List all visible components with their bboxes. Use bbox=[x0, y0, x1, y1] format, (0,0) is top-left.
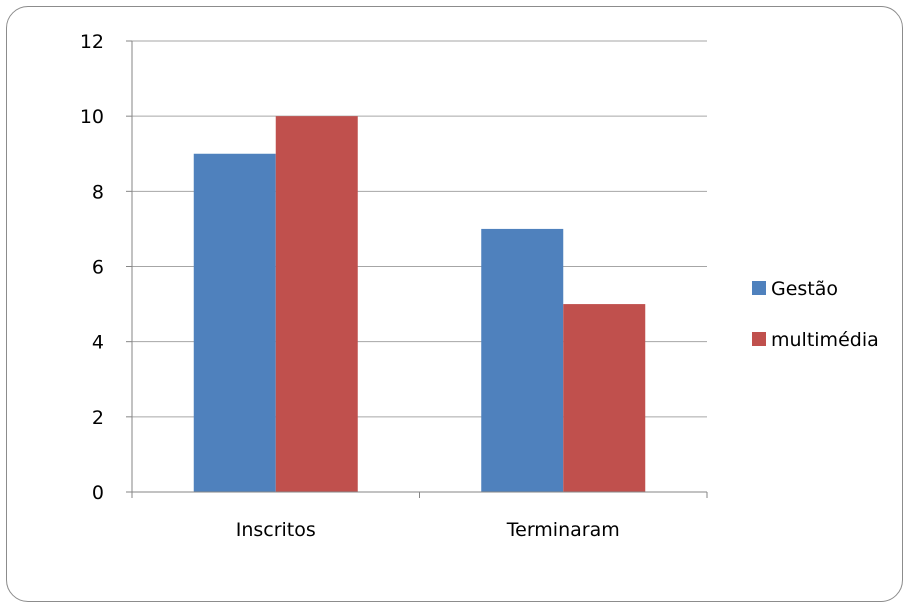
bar-multimedia-inscritos bbox=[275, 116, 358, 493]
legend-swatch-multimedia bbox=[752, 332, 766, 346]
x-category-label: Terminaram bbox=[506, 519, 620, 541]
y-tick-label: 0 bbox=[92, 482, 104, 504]
axes bbox=[126, 40, 708, 498]
x-axis-category-labels: Inscritos Terminaram bbox=[236, 519, 620, 541]
y-axis-tick-labels: 0 2 4 6 8 10 12 bbox=[80, 31, 104, 504]
bars bbox=[193, 116, 646, 493]
bar-gestao-inscritos bbox=[193, 153, 276, 492]
legend-label-gestao: Gestão bbox=[771, 278, 838, 300]
legend: Gestão multimédia bbox=[752, 278, 879, 351]
y-tick-label: 2 bbox=[92, 407, 104, 429]
x-category-label: Inscritos bbox=[236, 519, 316, 541]
bar-gestao-terminaram bbox=[481, 228, 564, 492]
chart-container bbox=[6, 6, 903, 602]
legend-label-multimedia: multimédia bbox=[771, 329, 879, 351]
y-tick-label: 10 bbox=[80, 106, 104, 128]
y-tick-label: 6 bbox=[92, 257, 104, 279]
y-tick-label: 8 bbox=[92, 181, 104, 203]
legend-swatch-gestao bbox=[752, 281, 766, 295]
y-tick-label: 4 bbox=[92, 332, 104, 354]
y-tick-label: 12 bbox=[80, 31, 104, 53]
bar-multimedia-terminaram bbox=[563, 304, 646, 492]
